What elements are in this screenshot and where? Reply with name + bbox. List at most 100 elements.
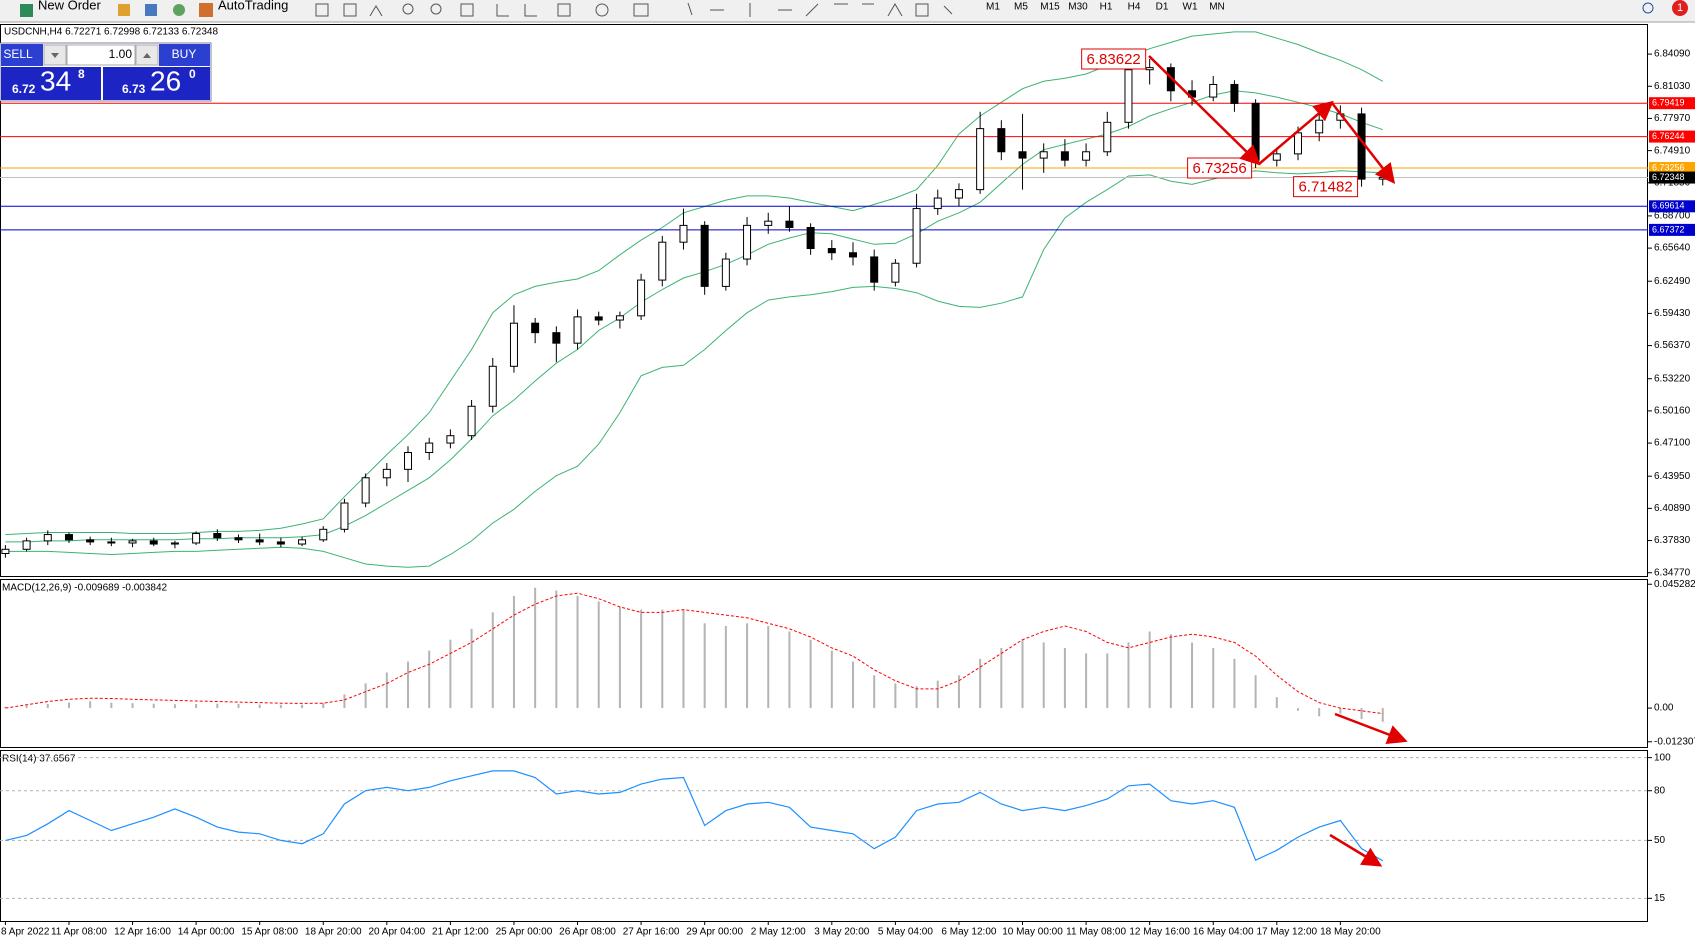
candle-body: [1251, 102, 1260, 161]
candle-body: [615, 315, 624, 321]
tool-icon[interactable]: [145, 4, 157, 16]
macd-bar: [1063, 647, 1066, 709]
candle-body: [1145, 67, 1154, 71]
candle-body: [976, 128, 985, 191]
y-tick-label: 6.47100: [1654, 438, 1691, 449]
new-order-icon[interactable]: [20, 4, 33, 17]
candle-body: [1378, 177, 1387, 180]
buy-price[interactable]: [103, 67, 210, 100]
y-tick-label: -0.012307: [1654, 736, 1695, 747]
timeframe-button[interactable]: W1: [1183, 2, 1198, 13]
candle-body: [700, 224, 709, 287]
timeframe-button[interactable]: H1: [1100, 2, 1113, 13]
y-tick-label: 6.40890: [1654, 503, 1691, 514]
macd-bar: [1339, 708, 1342, 714]
sell-label[interactable]: SELL: [3, 47, 33, 61]
timeframe-button[interactable]: H4: [1128, 2, 1141, 13]
timeframe-button[interactable]: M15: [1040, 2, 1060, 13]
autotrading-button[interactable]: AutoTrading: [218, 0, 288, 12]
macd-bar: [597, 601, 600, 709]
arrow: [1258, 100, 1334, 165]
buy-button[interactable]: [159, 44, 210, 66]
candle-body: [319, 528, 328, 541]
toolbar-icons: [315, 2, 953, 17]
macd-bar: [279, 704, 282, 709]
macd-bar: [576, 595, 579, 709]
y-tick-label: 6.74910: [1654, 145, 1691, 156]
autotrading-icon[interactable]: [199, 3, 213, 17]
macd-bar: [173, 704, 176, 709]
sell-price[interactable]: [1, 67, 101, 100]
candle-body: [849, 252, 857, 258]
timeframe-button[interactable]: D1: [1156, 2, 1169, 13]
sell-button[interactable]: [1, 44, 43, 66]
candle-body: [43, 534, 52, 542]
y-tick-label: 100: [1654, 752, 1671, 763]
x-tick-label: 14 Apr 00:00: [178, 927, 235, 938]
x-tick-label: 16 May 04:00: [1193, 927, 1254, 938]
level-label: 6.67372: [1652, 224, 1685, 234]
alert-badge[interactable]: [1672, 0, 1688, 16]
macd-bar: [703, 623, 706, 709]
macd-bar: [512, 595, 515, 709]
candle-body: [446, 435, 455, 444]
candle-body: [1293, 132, 1302, 155]
candle-body: [743, 224, 752, 260]
y-tick-label: 6.37830: [1654, 535, 1691, 546]
candle-body: [1103, 121, 1112, 153]
candle-body: [573, 316, 582, 344]
candle-body: [1018, 151, 1027, 159]
macd-bar: [407, 661, 410, 709]
chart-title: USDCNH,H4 6.72271 6.72998 6.72133 6.7234…: [4, 27, 218, 38]
candle-body: [467, 405, 476, 437]
macd-bar: [343, 694, 346, 709]
macd-bar: [67, 702, 70, 709]
x-tick-label: 21 Apr 12:00: [432, 927, 489, 938]
macd-bar: [661, 609, 664, 709]
x-tick-label: 29 Apr 00:00: [686, 927, 743, 938]
bid-point: 8: [78, 67, 85, 81]
candle-body: [107, 541, 116, 544]
timeframe-button[interactable]: M5: [1014, 2, 1028, 13]
macd-bar: [449, 639, 452, 709]
macd-bar: [682, 609, 685, 709]
timeframe-button[interactable]: MN: [1209, 2, 1225, 13]
candle-body: [298, 539, 307, 545]
level-label: 6.73256: [1652, 162, 1685, 172]
macd-bar: [1233, 658, 1236, 709]
macd-bar: [110, 702, 113, 709]
signal-line: [5, 592, 1383, 715]
level-label-box: [1649, 162, 1695, 175]
candle-body: [192, 533, 201, 544]
candle-body: [933, 197, 942, 210]
indicator-title: MACD(12,26,9) -0.009689 -0.003842: [2, 583, 168, 594]
macd-bar: [894, 683, 897, 709]
macd-bar: [385, 672, 388, 709]
tool-icon[interactable]: [118, 4, 130, 16]
macd-bar: [809, 639, 812, 709]
macd-bar: [152, 703, 155, 709]
level-label-box: [1649, 200, 1695, 213]
search-icon[interactable]: [1642, 2, 1654, 14]
macd-bar: [1296, 708, 1299, 711]
lot-input[interactable]: [66, 44, 136, 66]
tool-icon[interactable]: [173, 4, 185, 16]
arrow: [1331, 102, 1396, 184]
macd-bar: [1127, 642, 1130, 709]
y-tick-label: 6.68700: [1654, 211, 1691, 222]
macd-bar: [1148, 631, 1151, 709]
price-annotation: 6.73256: [1192, 160, 1246, 177]
macd-bar: [195, 703, 198, 709]
timeframe-button[interactable]: M1: [986, 2, 1000, 13]
macd-bar: [364, 683, 367, 709]
macd-bar: [1085, 653, 1088, 709]
level-label: 6.79419: [1652, 98, 1685, 108]
y-tick-label: 15: [1654, 893, 1666, 904]
macd-bar: [1191, 642, 1194, 709]
new-order-button[interactable]: New Order: [38, 0, 102, 12]
buy-label[interactable]: BUY: [172, 47, 197, 61]
candle-body: [1124, 69, 1133, 123]
timeframe-button[interactable]: M30: [1068, 2, 1088, 13]
price-annotation-box: [1081, 48, 1147, 70]
